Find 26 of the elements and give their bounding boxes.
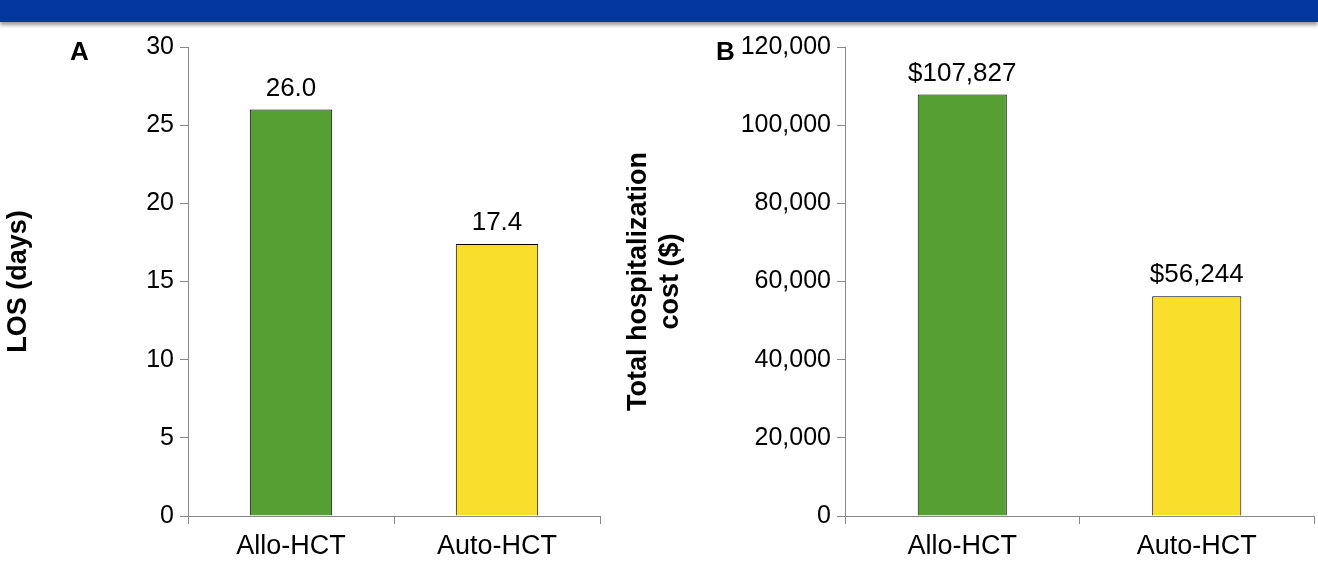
y-tick-label: 15	[146, 265, 174, 294]
x-tick-label: Auto-HCT	[1136, 529, 1257, 560]
y-tick-label: 20	[146, 187, 174, 216]
y-tick-label: 5	[160, 421, 174, 450]
x-tick-label: Allo-HCT	[236, 529, 346, 560]
y-tick-label: 100,000	[740, 109, 831, 138]
y-tick-label: 30	[146, 30, 174, 59]
y-tick-label: 80,000	[754, 187, 831, 216]
y-tick-label: 60,000	[754, 265, 831, 294]
y-axis-title: LOS (days)	[1, 210, 32, 353]
y-tick-label: 120,000	[740, 30, 831, 59]
y-tick-label: 25	[146, 109, 174, 138]
y-tick-label: 0	[817, 499, 831, 528]
text: A	[70, 36, 89, 67]
x-tick-label: Allo-HCT	[907, 529, 1018, 560]
y-tick-label: 40,000	[754, 343, 831, 372]
data-label: 26.0	[265, 71, 317, 102]
data-label: 17.4	[471, 206, 523, 237]
y-tick-label: 20,000	[754, 421, 831, 450]
y-tick-label: 10	[146, 343, 174, 372]
x-tick-label: Auto-HCT	[436, 529, 558, 560]
data-label: $107,827	[908, 56, 1017, 87]
y-axis-title: Total hospitalization cost ($)	[621, 152, 685, 411]
data-label: $56,244	[1149, 258, 1244, 289]
y-tick-label: 0	[160, 499, 174, 528]
text: B	[716, 36, 735, 67]
